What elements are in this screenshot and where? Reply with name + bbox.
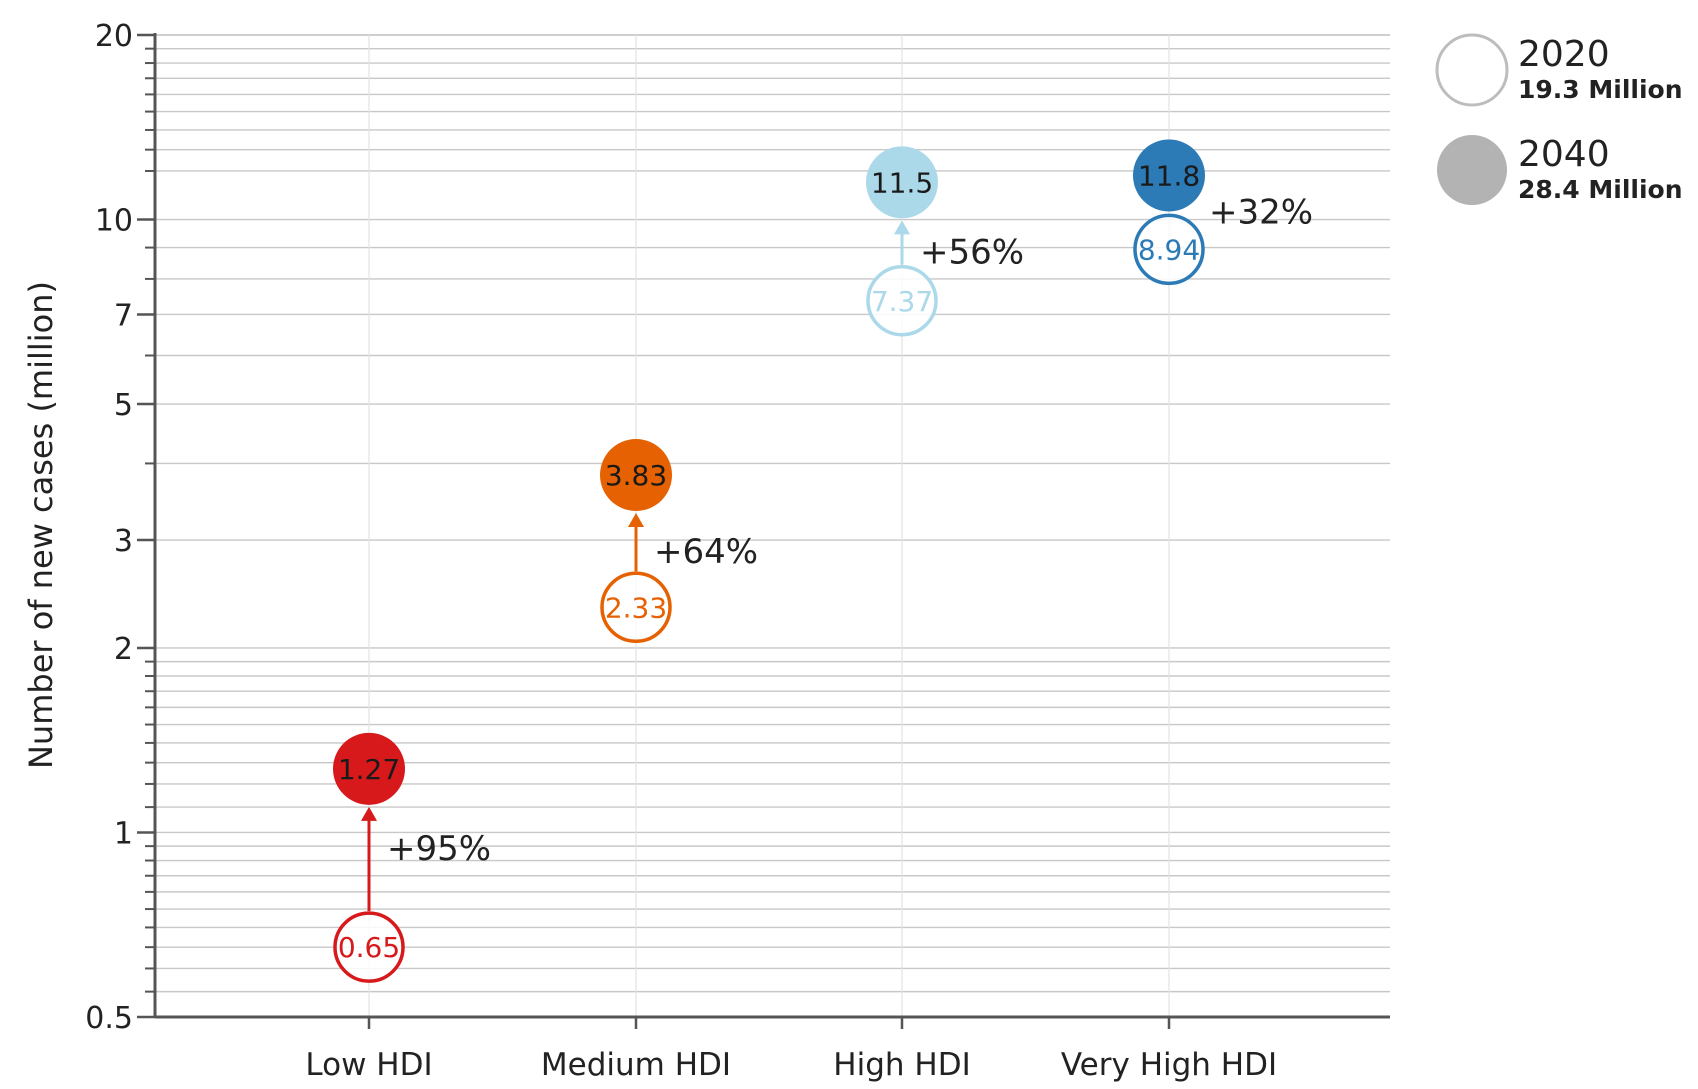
y-axis-title: Number of new cases (million) [22, 281, 60, 769]
data-label-2020: 7.37 [871, 285, 933, 318]
x-tick-labels: Low HDI Medium HDI High HDI Very High HDI [305, 1047, 1277, 1083]
legend-total-2020: 19.3 Million [1518, 75, 1683, 104]
percent-change-label: +56% [920, 233, 1024, 273]
point-2040 [866, 146, 938, 219]
legend-total-2040: 28.4 Million [1518, 175, 1683, 204]
point-2040 [1133, 139, 1205, 212]
data-label-2040: 3.83 [605, 459, 667, 492]
data-label-2040: 11.5 [871, 166, 933, 199]
point-2020 [866, 265, 938, 337]
y-tick-label: 2 [114, 632, 133, 667]
x-tick-label: High HDI [833, 1047, 970, 1083]
data-marks: 0.65 1.27 +95% 2.33 3.83 +64% 7.37 11.5 +56% 8.94… [333, 139, 1313, 983]
grid-lines [155, 34, 1390, 1018]
percent-change-label: +64% [654, 532, 758, 572]
x-tick-label: Very High HDI [1061, 1047, 1277, 1083]
y-tick-label: 3 [114, 524, 133, 559]
category-group: 8.94 11.8 +32% [1133, 139, 1313, 286]
y-tick-label: 10 [95, 204, 133, 239]
legend-year-2040: 2040 [1518, 134, 1610, 175]
y-tick-label: 0.5 [85, 1001, 133, 1036]
point-2020 [1133, 213, 1205, 286]
category-group: 2.33 3.83 +64% [600, 439, 758, 644]
data-label-2020: 2.33 [605, 591, 667, 624]
data-label-2020: 0.65 [338, 931, 400, 964]
point-2040 [333, 732, 405, 805]
y-tick-labels: 0.5 1 2 3 5 7 10 20 [85, 19, 133, 1036]
y-tick-label: 20 [95, 19, 133, 54]
y-tick-label: 7 [114, 298, 133, 333]
point-2040 [600, 439, 672, 512]
data-label-2020: 8.94 [1138, 233, 1200, 266]
y-tick-label: 5 [114, 388, 133, 423]
legend-year-2020: 2020 [1518, 34, 1610, 75]
arrow-head [894, 220, 910, 235]
x-tick-label: Low HDI [305, 1047, 432, 1083]
point-2020 [333, 911, 405, 983]
category-group: 0.65 1.27 +95% [333, 732, 491, 983]
x-tick-label: Medium HDI [541, 1047, 731, 1083]
legend-marker-2020 [1435, 33, 1509, 107]
point-2020 [600, 571, 672, 644]
y-tick-label: 1 [114, 816, 133, 851]
axes [137, 33, 1390, 1029]
arrow-head [628, 513, 644, 528]
category-group: 7.37 11.5 +56% [866, 146, 1024, 337]
percent-change-label: +32% [1209, 192, 1313, 232]
percent-change-label: +95% [387, 829, 491, 869]
legend-marker-2040 [1437, 135, 1507, 205]
arrow-head [361, 806, 377, 821]
data-label-2040: 11.8 [1138, 159, 1200, 192]
data-label-2040: 1.27 [338, 753, 400, 786]
